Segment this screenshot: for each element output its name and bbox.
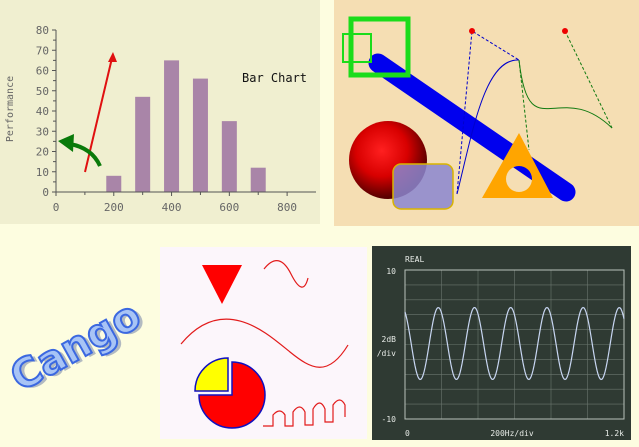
scope-x-left: 0 xyxy=(405,429,410,438)
bar xyxy=(221,121,237,192)
chart-title: Bar Chart xyxy=(242,71,307,85)
oscilloscope-panel: REAL 10 -10 2dB /div 0 200Hz/div 1.2k xyxy=(372,246,631,440)
shapes-canvas xyxy=(342,16,613,210)
scope-mode-label: REAL xyxy=(405,255,424,264)
x-tick-label: 800 xyxy=(277,201,297,214)
scope-y-top: 10 xyxy=(386,267,396,276)
x-tick-label: 600 xyxy=(219,201,239,214)
blue-bezier-curve xyxy=(456,59,520,195)
translucent-rounded-rect xyxy=(392,163,454,210)
y-tick-label: 30 xyxy=(36,125,49,138)
y-tick-label: 20 xyxy=(36,146,49,159)
logo-text: Cango xyxy=(3,300,149,401)
y-tick-label: 60 xyxy=(36,65,49,78)
bars-layer xyxy=(106,60,266,192)
red-triangle xyxy=(202,265,242,304)
bar xyxy=(164,60,180,192)
green-square-large xyxy=(348,16,411,78)
pie-small-slice xyxy=(194,357,229,392)
green-curved-arrow xyxy=(69,142,102,167)
bar xyxy=(192,78,208,192)
scope-y-bottom: -10 xyxy=(382,415,397,424)
bar xyxy=(250,167,266,192)
scope-frame xyxy=(404,269,625,420)
logo-canvas: Cango Cango xyxy=(2,300,153,402)
red-square-wave xyxy=(263,399,346,427)
sine-trace xyxy=(404,306,625,381)
green-bezier-curve xyxy=(518,59,613,129)
bar xyxy=(135,96,151,192)
green-arrow-head-icon xyxy=(58,134,74,152)
y-tick-label: 80 xyxy=(36,24,49,37)
x-tick-label: 200 xyxy=(104,201,124,214)
y-tick-label: 40 xyxy=(36,105,49,118)
red-arrow xyxy=(84,57,113,173)
scope-x-right: 1.2k xyxy=(605,429,624,438)
bar-chart-panel: 0 10 20 30 40 50 60 70 80 0 200 400 600 800 Bar Chart… xyxy=(0,0,320,224)
x-tick-label: 400 xyxy=(162,201,182,214)
y-tick-label: 0 xyxy=(42,186,49,199)
red-s-curve xyxy=(180,318,349,368)
shapes-panel xyxy=(334,0,639,226)
scope-y-scale-unit: /div xyxy=(377,349,396,358)
y-tick-label: 10 xyxy=(36,166,49,179)
oscilloscope-display: REAL 10 -10 2dB /div 0 200Hz/div 1.2k xyxy=(377,255,625,438)
blue-control-lines xyxy=(456,30,520,195)
scope-grid xyxy=(404,269,625,420)
green-square-small xyxy=(342,33,372,63)
control-point-1[interactable] xyxy=(469,28,475,34)
drawing-panel xyxy=(160,247,367,439)
orange-triangle-ring xyxy=(482,133,553,198)
pie-large-slice xyxy=(198,361,266,429)
y-axis-label: Performance xyxy=(5,76,16,142)
scope-x-scale: 200Hz/div xyxy=(490,429,534,438)
y-tick-label: 70 xyxy=(36,44,49,57)
x-tick-label: 0 xyxy=(53,201,60,214)
cango-logo: Cango Cango xyxy=(0,300,160,410)
control-point-2[interactable] xyxy=(562,28,568,34)
red-wave-curve xyxy=(263,260,309,288)
scope-y-scale: 2dB xyxy=(382,335,397,344)
bar xyxy=(106,175,122,192)
y-tick-label: 50 xyxy=(36,85,49,98)
green-control-lines xyxy=(518,30,613,151)
drawing-canvas xyxy=(180,260,349,429)
red-arrow-head-icon xyxy=(108,52,117,62)
